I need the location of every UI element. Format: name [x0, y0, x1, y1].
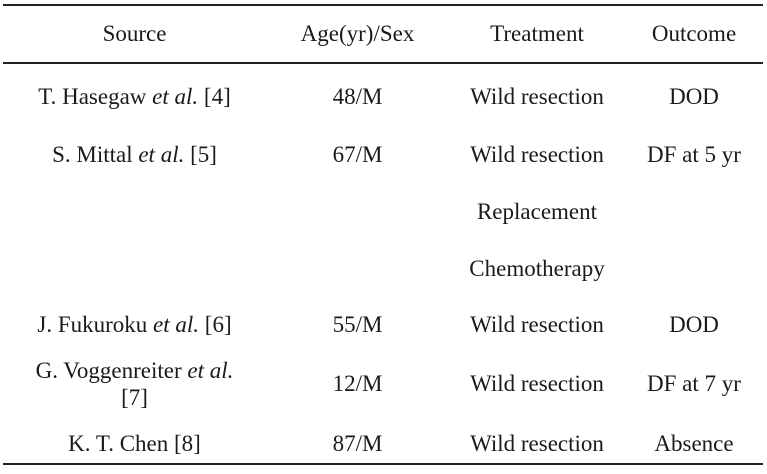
case-summary-table: Source Age(yr)/Sex Treatment Outcome T. … [3, 0, 763, 474]
table-header-rule [3, 62, 763, 64]
source-etal: et al. [138, 142, 185, 167]
cell-age-sex: 87/M [332, 431, 383, 456]
source-author: J. Fukuroku [37, 312, 148, 337]
cell-treatment: Wild resection [470, 142, 604, 167]
cell-source: K. T. Chen [8] [3, 414, 266, 474]
cell-treatment: Wild resection [470, 431, 604, 456]
table-row-continuation: Replacement [3, 183, 763, 240]
header-outcome: Outcome [651, 21, 737, 46]
source-author: G. Voggenreiter [35, 357, 182, 383]
source-author: K. T. Chen [68, 431, 169, 456]
table-row: J. Fukuroku et al. [6] 55/M Wild resecti… [3, 297, 763, 353]
source-author: T. Hasegaw [38, 83, 147, 109]
table-top-rule [3, 4, 763, 6]
source-ref: [6] [204, 312, 232, 337]
cell-age-sex: 55/M [332, 312, 383, 337]
source-etal: et al. [152, 83, 199, 109]
source-ref: [8] [174, 431, 201, 456]
table-row: G. Voggenreiter et al. [7] 12/M Wild res… [3, 353, 763, 414]
source-etal: et al. [187, 357, 234, 383]
header-age-sex: Age(yr)/Sex [300, 21, 415, 46]
source-ref: [7] [121, 384, 148, 410]
table-row: S. Mittal et al. [5] 67/M Wild resection… [3, 127, 763, 183]
table-header-row: Source Age(yr)/Sex Treatment Outcome [3, 0, 763, 66]
cell-treatment: Replacement [476, 198, 598, 224]
cell-outcome: DOD [669, 83, 719, 109]
cell-source: T. Hasegaw et al. [4] [3, 66, 266, 127]
header-source: Source [102, 21, 167, 46]
cell-source: J. Fukuroku et al. [6] [3, 297, 266, 353]
cell-treatment: Wild resection [470, 370, 604, 396]
cell-age-sex: 48/M [332, 83, 383, 109]
cell-source: G. Voggenreiter et al. [7] [3, 353, 266, 414]
cell-age-sex: 67/M [332, 142, 383, 167]
table-bottom-rule [3, 463, 763, 465]
table-row: K. T. Chen [8] 87/M Wild resection Absen… [3, 414, 763, 474]
cell-outcome: DF at 5 yr [647, 142, 741, 167]
source-author: S. Mittal [52, 142, 133, 167]
header-treatment: Treatment [490, 21, 584, 46]
cell-source: S. Mittal et al. [5] [3, 127, 266, 183]
cell-treatment: Wild resection [470, 83, 604, 109]
cell-treatment: Wild resection [470, 312, 604, 337]
table-row-continuation: Chemotherapy [3, 240, 763, 297]
cell-age-sex: 12/M [332, 370, 383, 396]
cell-treatment: Chemotherapy [469, 255, 605, 281]
cell-outcome: DOD [669, 312, 719, 337]
cell-outcome: Absence [654, 431, 734, 456]
table-row: T. Hasegaw et al. [4] 48/M Wild resectio… [3, 66, 763, 127]
source-ref: [5] [190, 142, 217, 167]
cell-outcome: DF at 7 yr [647, 370, 741, 396]
source-etal: et al. [153, 312, 200, 337]
source-ref: [4] [203, 83, 231, 109]
